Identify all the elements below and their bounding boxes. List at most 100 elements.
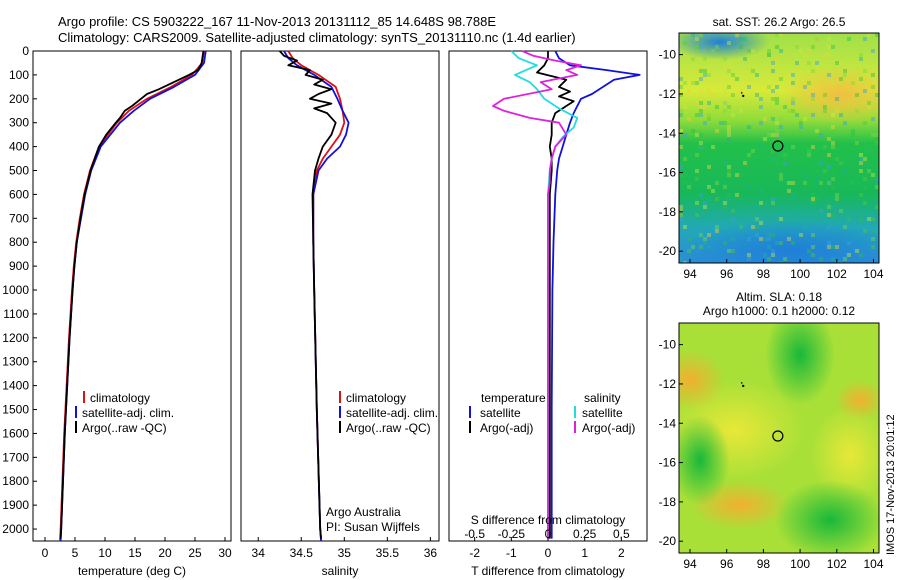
- sst-pixel: [699, 145, 703, 149]
- sst-pixel: [855, 93, 859, 97]
- sst-pixel: [811, 193, 815, 197]
- sst-pixel: [695, 145, 699, 149]
- sst-pixel: [867, 149, 871, 153]
- sst-warm-patch: [780, 65, 879, 125]
- sst-pixel: [723, 101, 727, 105]
- sst-pixel: [839, 261, 843, 263]
- sst-pixel: [819, 181, 823, 185]
- sst-pixel: [859, 161, 863, 165]
- depth-tick-label: 500: [9, 164, 29, 178]
- sst-pixel: [727, 173, 731, 177]
- sst-pixel: [683, 81, 687, 85]
- sst-pixel: [739, 37, 743, 41]
- sst-pixel: [715, 197, 719, 201]
- sst-pixel: [703, 201, 707, 205]
- sst-pixel: [835, 197, 839, 201]
- sst-pixel: [811, 197, 815, 201]
- sst-pixel: [867, 105, 871, 109]
- sst-pixel: [783, 153, 787, 157]
- sst-pixel: [875, 185, 879, 189]
- sst-pixel: [679, 129, 683, 133]
- sst-map-frame: [678, 32, 880, 264]
- sst-pixel: [699, 105, 703, 109]
- sst-pixel: [867, 169, 871, 173]
- s-difference-axis-label: S difference from climatology: [471, 513, 626, 527]
- sla-orange-patch-c: [835, 380, 879, 420]
- sst-pixel: [779, 177, 783, 181]
- sst-pixel: [863, 89, 867, 93]
- sst-pixel: [831, 213, 835, 217]
- sst-pixel: [699, 133, 703, 137]
- sst-map-axes: 94 96 98 100 102 104 -10 -12 -14 -16 -18 -20: [659, 48, 884, 281]
- sst-pixel: [723, 241, 727, 245]
- x-tick-label: -2: [469, 546, 480, 560]
- sst-pixel: [731, 37, 735, 41]
- sst-pixel: [691, 57, 695, 61]
- figure-title-line-1: Argo profile: CS 5903222_167 11-Nov-2013…: [58, 14, 496, 29]
- sst-pixel: [771, 69, 775, 73]
- sst-pixel: [823, 105, 827, 109]
- sst-pixel: [695, 201, 699, 205]
- sst-pixel: [767, 53, 771, 57]
- sst-pixel: [739, 225, 743, 229]
- sst-pixel: [715, 229, 719, 233]
- sst-pixel: [807, 149, 811, 153]
- x-tick-label: 5: [72, 546, 79, 560]
- sst-pixel: [771, 149, 775, 153]
- salinity-legend: climatology satellite-adj. clim. Argo(..…: [326, 391, 438, 534]
- sst-pixel: [811, 233, 815, 237]
- sst-pixel: [811, 145, 815, 149]
- x-tick-label: 10: [98, 546, 112, 560]
- sst-pixel: [779, 117, 783, 121]
- sst-pixel: [815, 37, 819, 41]
- x-tick-label: 15: [128, 546, 142, 560]
- sst-pixel: [747, 185, 751, 189]
- sst-pixel: [811, 113, 815, 117]
- sst-pixel: [787, 189, 791, 193]
- depth-tick-label: 900: [9, 259, 29, 273]
- sst-pixel: [695, 133, 699, 137]
- sst-pixel: [839, 113, 843, 117]
- temperature-panel-frame: [32, 50, 232, 542]
- legend-label-t-argo: Argo(-adj): [480, 421, 533, 435]
- sst-pixel: [867, 101, 871, 105]
- sst-pixel: [875, 177, 879, 181]
- sst-pixel: [819, 161, 823, 165]
- sst-pixel: [707, 197, 711, 201]
- sst-pixel: [811, 253, 815, 257]
- difference-profile-lines: [492, 50, 641, 539]
- sst-pixel: [771, 61, 775, 65]
- sst-pixel: [731, 93, 735, 97]
- sst-pixel: [711, 145, 715, 149]
- sst-pixel: [859, 77, 863, 81]
- sst-pixel: [779, 49, 783, 53]
- sst-pixel: [767, 85, 771, 89]
- sst-pixel: [707, 117, 711, 121]
- sst-pixel: [835, 157, 839, 161]
- sst-pixel: [871, 69, 875, 73]
- sst-map: [679, 33, 879, 263]
- sst-pixel: [863, 229, 867, 233]
- sst-pixel: [771, 197, 775, 201]
- sst-pixel: [863, 177, 867, 181]
- sst-pixel: [679, 109, 683, 113]
- depth-tick-label: 1100: [3, 307, 29, 321]
- sst-pixel: [775, 101, 779, 105]
- sst-pixel: [759, 97, 763, 101]
- sst-pixel: [859, 169, 863, 173]
- difference-s-argo-line: [492, 50, 582, 539]
- sst-pixel: [771, 133, 775, 137]
- annotation-argo-australia: Argo Australia: [326, 505, 401, 519]
- argo-track-dot: [740, 382, 743, 384]
- sst-pixel: [871, 229, 875, 233]
- sst-pixel: [695, 101, 699, 105]
- sst-pixel: [767, 237, 771, 241]
- sst-pixel: [779, 241, 783, 245]
- sst-pixel: [819, 133, 823, 137]
- difference-t-satellite-line: [550, 50, 641, 539]
- sst-pixel: [779, 217, 783, 221]
- sst-pixel: [831, 125, 835, 129]
- sst-pixel: [743, 161, 747, 165]
- sst-pixel: [859, 193, 863, 197]
- sst-pixel: [791, 81, 795, 85]
